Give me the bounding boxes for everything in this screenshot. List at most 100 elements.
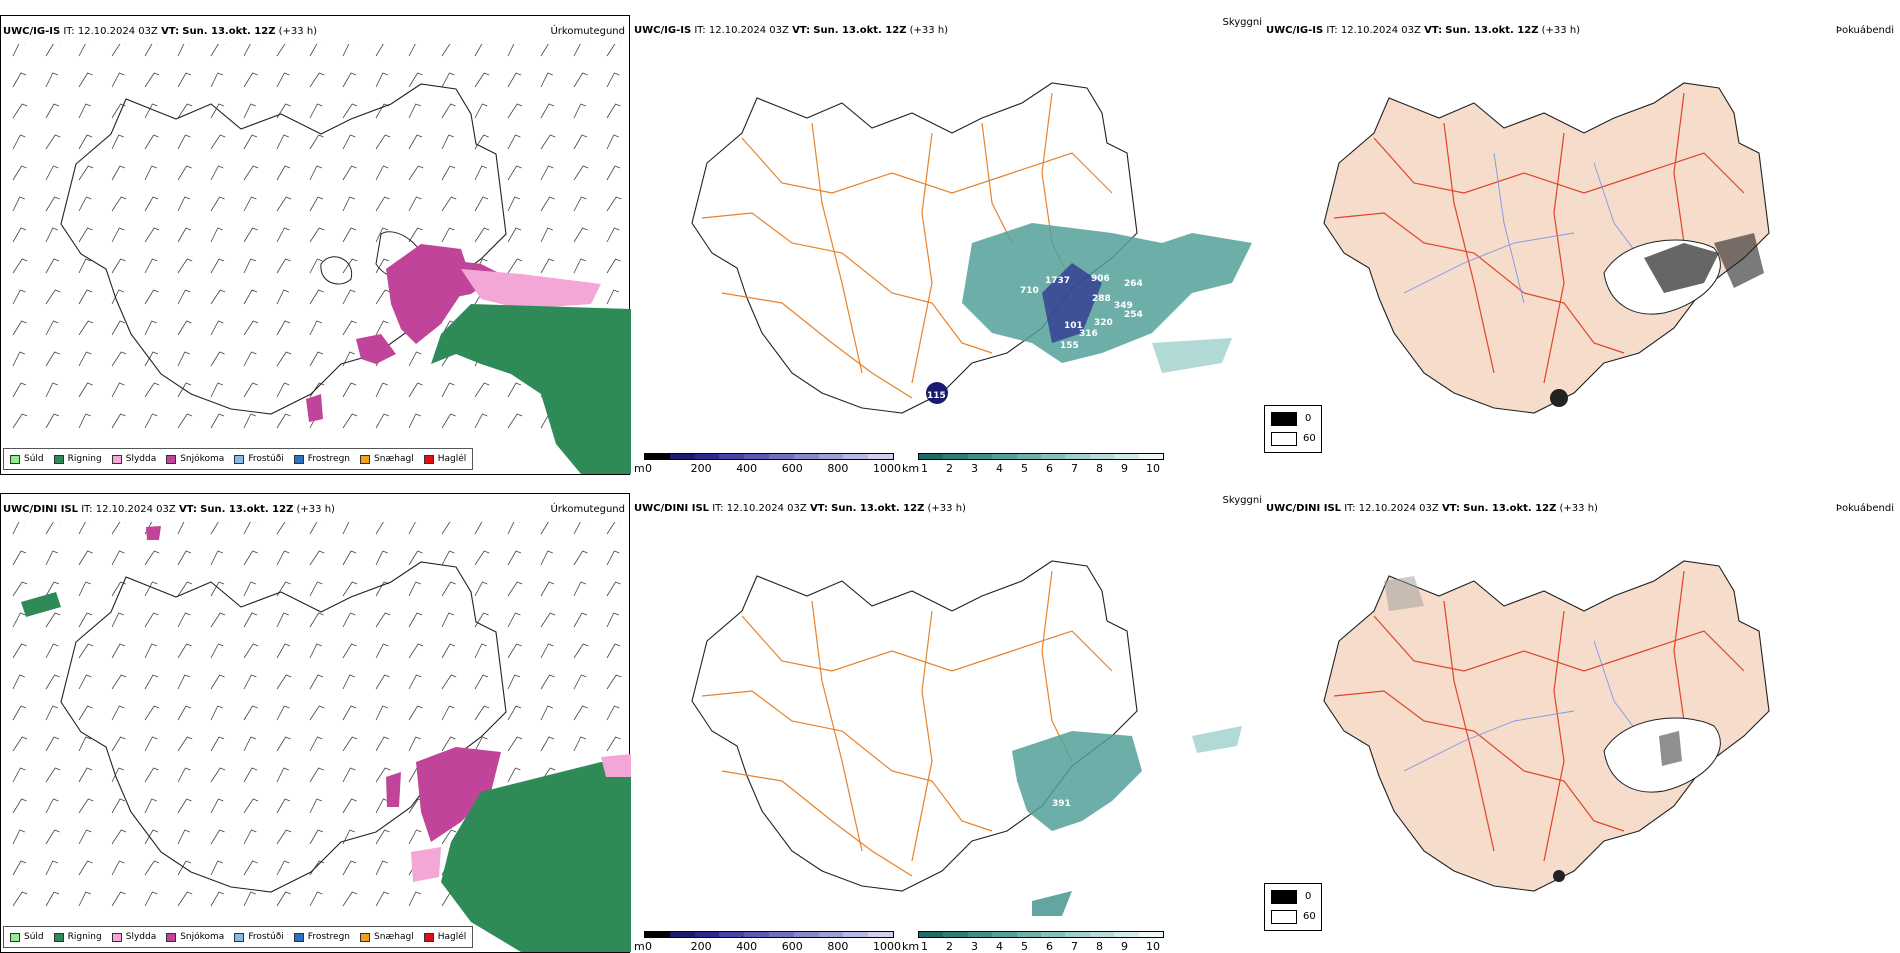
panel-header: UWC/IG-IS IT: 12.10.2024 03Z VT: Sun. 13…	[1266, 25, 1581, 36]
wind-barb-icon	[276, 860, 290, 876]
wind-barb-icon	[111, 674, 127, 690]
wind-barb-icon	[144, 674, 159, 690]
colorbar-step	[768, 932, 794, 937]
wind-barb-icon	[309, 550, 325, 566]
wind-barb-icon	[309, 227, 325, 243]
precip-panel-top: UWC/IG-IS IT: 12.10.2024 03Z VT: Sun. 13…	[0, 15, 631, 475]
wind-barb-icon	[276, 891, 291, 907]
height-value-label: 1737	[1045, 276, 1070, 286]
height-unit: m	[634, 940, 645, 953]
wind-barb-icon	[144, 705, 160, 721]
wind-barb-icon	[573, 736, 586, 752]
wind-barb-icon	[78, 196, 92, 212]
legend-item: Snæhagl	[360, 932, 414, 942]
wind-barb-icon	[78, 44, 92, 57]
precip-panel-bottom: UWC/DINI ISL IT: 12.10.2024 03Z VT: Sun.…	[0, 493, 631, 953]
precip-map	[12, 44, 631, 474]
wind-barb-icon	[408, 891, 421, 907]
wind-barb-icon	[111, 258, 126, 274]
colorbar-tick-label: 2	[946, 462, 953, 475]
wind-barb-icon	[441, 581, 456, 597]
wind-barb-icon	[276, 767, 289, 783]
wind-barb-icon	[111, 522, 127, 535]
colorbar-tick-label: 400	[736, 940, 758, 953]
wind-barb-icon	[276, 196, 292, 212]
wind-barb-icon	[276, 258, 291, 274]
wind-barb-icon	[177, 798, 192, 814]
colorbar-step	[1065, 932, 1090, 937]
wind-barb-icon	[243, 289, 258, 305]
wind-barb-icon	[144, 44, 158, 57]
wind-barb-icon	[573, 612, 588, 628]
wind-barb-icon	[243, 258, 256, 274]
wind-barb-icon	[45, 258, 60, 274]
height-colorbar-bar	[644, 453, 894, 460]
legend-item: Súld	[10, 932, 44, 942]
colorbar-tick-label: 5	[1021, 462, 1028, 475]
wind-barb-icon	[441, 674, 457, 690]
wind-barb-icon	[441, 550, 455, 566]
colorbar-tick-label: 3	[971, 462, 978, 475]
wind-barb-icon	[375, 289, 391, 305]
wind-barb-icon	[606, 705, 620, 721]
height-value-label: 391	[1052, 799, 1071, 809]
wind-barb-icon	[342, 705, 357, 721]
colorbar-step	[1041, 932, 1066, 937]
wind-barb-icon	[540, 165, 554, 181]
colorbar-tick-label: 6	[1046, 462, 1053, 475]
wind-barb-icon	[111, 550, 125, 566]
wind-barb-icon	[474, 643, 487, 659]
wind-barb-icon	[441, 227, 455, 243]
wind-barb-icon	[177, 44, 190, 57]
wind-barb-icon	[45, 891, 60, 907]
wind-barb-icon	[342, 351, 355, 367]
wind-barb-icon	[342, 891, 358, 907]
wind-barb-icon	[78, 767, 93, 783]
wind-barb-icon	[243, 643, 259, 659]
wind-barb-icon	[111, 413, 126, 429]
wind-barb-icon	[243, 196, 257, 212]
wind-barb-icon	[342, 550, 357, 566]
wind-barb-icon	[507, 413, 523, 429]
colorbar-step	[768, 454, 794, 459]
wind-barb-icon	[12, 196, 25, 212]
wind-barb-icon	[45, 196, 60, 212]
legend-item: Frostregn	[293, 454, 350, 464]
wind-barb-icon	[309, 705, 325, 721]
swatch-icon	[166, 454, 177, 464]
colorbar-step	[943, 932, 968, 937]
wind-barb-icon	[507, 674, 520, 690]
colorbar-tick-label: 1000	[873, 462, 901, 475]
wind-barb-icon	[243, 227, 258, 243]
wind-barb-icon	[210, 196, 225, 212]
wind-barb-icon	[45, 581, 60, 597]
wind-barb-icon	[309, 581, 323, 597]
wind-barb-icon	[45, 612, 61, 628]
wind-barb-icon	[342, 522, 355, 535]
visibility-colorbar-bar	[918, 453, 1164, 460]
wind-barb-icon	[78, 891, 91, 907]
wind-barb-icon	[210, 134, 226, 150]
wind-barb-icon	[111, 736, 126, 752]
wind-barb-icon	[507, 581, 523, 597]
wind-barb-icon	[243, 705, 258, 721]
wind-barb-icon	[375, 643, 389, 659]
wind-barb-icon	[276, 134, 289, 150]
wind-barb-icon	[408, 643, 424, 659]
wind-barb-icon	[309, 258, 323, 274]
colorbar-tick-label: 1	[921, 940, 928, 953]
legend-item: Rigning	[53, 454, 102, 464]
colorbar-step	[818, 932, 844, 937]
wind-barb-icon	[78, 829, 92, 845]
wind-barb-icon	[375, 860, 388, 876]
wind-barb-icon	[276, 581, 291, 597]
wind-barb-icon	[309, 196, 324, 212]
panel-header: UWC/IG-IS IT: 12.10.2024 03Z VT: Sun. 13…	[634, 25, 949, 36]
precip-map	[12, 522, 631, 952]
wind-barb-icon	[507, 165, 522, 181]
wind-barb-icon	[342, 581, 358, 597]
wind-barb-icon	[474, 736, 488, 752]
wind-barb-icon	[342, 44, 355, 57]
wind-barb-icon	[210, 289, 226, 305]
swatch-icon	[111, 932, 122, 942]
